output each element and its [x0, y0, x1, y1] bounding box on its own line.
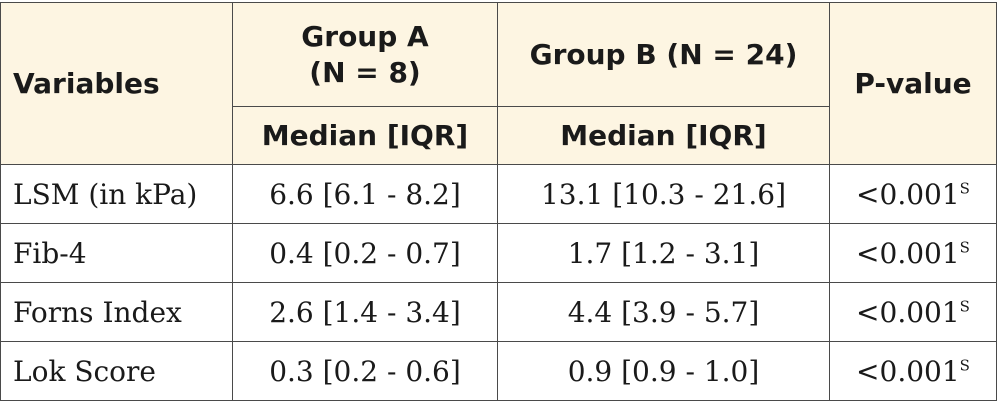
p-value-text: <0.001 — [856, 295, 960, 329]
table-row: Lok Score 0.3 [0.2 - 0.6] 0.9 [0.9 - 1.0… — [0, 341, 997, 401]
significance-marker: S — [959, 356, 970, 375]
group-a-median-header: Median [IQR] — [232, 106, 498, 165]
variables-header: Variables — [0, 2, 233, 165]
group-a-cell: 0.4 [0.2 - 0.7] — [232, 223, 498, 283]
group-b-cell: 1.7 [1.2 - 3.1] — [497, 223, 830, 283]
p-value-cell: <0.001S — [829, 223, 997, 283]
group-b-cell: 4.4 [3.9 - 5.7] — [497, 282, 830, 342]
group-a-cell: 0.3 [0.2 - 0.6] — [232, 341, 498, 401]
p-value-text: <0.001 — [856, 354, 960, 388]
variable-cell: Lok Score — [0, 341, 233, 401]
group-a-title: Group A — [301, 19, 429, 53]
p-value-text: <0.001 — [856, 177, 960, 211]
variable-cell: LSM (in kPa) — [0, 164, 233, 224]
group-b-median-header: Median [IQR] — [497, 106, 830, 165]
group-b-header: Group B (N = 24) — [497, 2, 830, 107]
group-a-cell: 6.6 [6.1 - 8.2] — [232, 164, 498, 224]
p-value-header: P-value — [829, 2, 997, 165]
variable-cell: Forns Index — [0, 282, 233, 342]
table-row: Forns Index 2.6 [1.4 - 3.4] 4.4 [3.9 - 5… — [0, 282, 997, 342]
p-value-text: <0.001 — [856, 236, 960, 270]
group-b-cell: 0.9 [0.9 - 1.0] — [497, 341, 830, 401]
significance-marker: S — [959, 179, 970, 198]
variable-cell: Fib-4 — [0, 223, 233, 283]
significance-marker: S — [959, 297, 970, 316]
group-a-header: Group A (N = 8) — [232, 2, 498, 107]
p-value-cell: <0.001S — [829, 282, 997, 342]
group-a-count: (N = 8) — [309, 55, 421, 89]
p-value-cell: <0.001S — [829, 164, 997, 224]
group-a-cell: 2.6 [1.4 - 3.4] — [232, 282, 498, 342]
p-value-cell: <0.001S — [829, 341, 997, 401]
significance-marker: S — [959, 238, 970, 257]
table-row: LSM (in kPa) 6.6 [6.1 - 8.2] 13.1 [10.3 … — [0, 164, 997, 224]
group-b-cell: 13.1 [10.3 - 21.6] — [497, 164, 830, 224]
table-row: Fib-4 0.4 [0.2 - 0.7] 1.7 [1.2 - 3.1] <0… — [0, 223, 997, 283]
